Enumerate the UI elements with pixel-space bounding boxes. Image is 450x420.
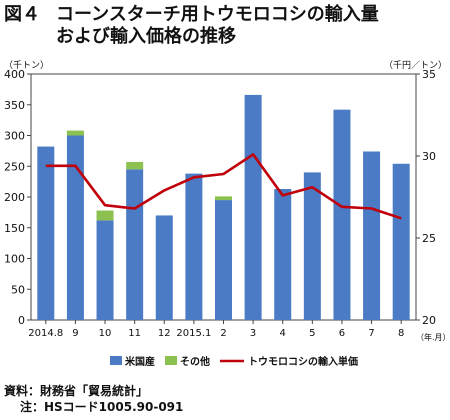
legend-swatch-0 xyxy=(110,356,122,365)
bar-0-9 xyxy=(303,172,321,320)
y-tick-label-0: 0 xyxy=(18,314,25,327)
y-tick-label-5: 250 xyxy=(4,160,25,173)
y2-tick-label-3: 35 xyxy=(422,68,436,81)
title-line1: コーンスターチ用トウモロコシの輸入量 xyxy=(56,4,379,25)
source-line1: 資料：財務省「貿易統計」 xyxy=(4,384,149,398)
bar-0-8 xyxy=(274,189,292,320)
y-tick-label-2: 100 xyxy=(4,253,25,266)
bar-0-4 xyxy=(155,215,173,320)
x-tick-label-0: 2014.8 xyxy=(28,328,63,339)
x-tick-label-12: 8 xyxy=(398,328,404,339)
bar-0-2 xyxy=(96,220,114,320)
y-tick-label-1: 50 xyxy=(11,283,25,296)
legend-swatch-1 xyxy=(165,356,177,365)
x-tick-label-10: 6 xyxy=(339,328,345,339)
source-line2: 注：HSコード1005.90-091 xyxy=(20,400,184,414)
bar-1-1 xyxy=(66,130,84,136)
legend-label-2: トウモロコシの輸入単価 xyxy=(248,355,358,368)
legend-label-1: その他 xyxy=(180,355,210,368)
right-axis-unit: （千円／トン） xyxy=(384,60,447,71)
bar-1-2 xyxy=(96,210,114,221)
bar-1-6 xyxy=(215,196,232,201)
bar-1-3 xyxy=(126,161,144,170)
bar-0-11 xyxy=(363,151,381,320)
title-line2: および輸入価格の推移 xyxy=(56,26,236,47)
x-tick-label-7: 3 xyxy=(250,328,256,339)
y-tick-label-6: 300 xyxy=(4,130,25,143)
x-tick-label-5: 2015.1 xyxy=(176,328,211,339)
bar-0-5 xyxy=(185,173,203,320)
x-tick-label-8: 4 xyxy=(280,328,286,339)
y-tick-label-7: 350 xyxy=(4,99,25,112)
x-tick-label-1: 9 xyxy=(72,328,78,339)
x-tick-label-6: 2 xyxy=(220,328,226,339)
bar-0-0 xyxy=(37,146,55,320)
bar-0-1 xyxy=(66,135,84,320)
bar-0-12 xyxy=(392,163,410,320)
y-tick-label-4: 200 xyxy=(4,191,25,204)
x-tick-label-4: 12 xyxy=(158,328,171,339)
legend-label-0: 米国産 xyxy=(125,355,155,368)
x-tick-label-2: 10 xyxy=(99,328,112,339)
y-tick-label-8: 400 xyxy=(4,68,25,81)
bar-0-7 xyxy=(244,94,262,320)
y-tick-label-3: 150 xyxy=(4,222,25,235)
x-tick-label-11: 7 xyxy=(368,328,374,339)
left-axis-unit: （千トン） xyxy=(4,60,49,71)
bar-0-3 xyxy=(126,169,144,320)
y2-tick-label-0: 20 xyxy=(422,314,436,327)
source-note: 資料：財務省「貿易統計」 注：HSコード1005.90-091 xyxy=(4,383,183,415)
chart-title: 図４ コーンスターチ用トウモロコシの輸入量 および輸入価格の推移 xyxy=(4,4,444,48)
y2-tick-label-2: 30 xyxy=(422,150,436,163)
x-axis-unit: （年.月） xyxy=(416,332,450,342)
bar-0-6 xyxy=(215,200,232,320)
bar-0-10 xyxy=(333,109,351,320)
figure-label: 図４ xyxy=(4,4,40,25)
x-tick-label-3: 11 xyxy=(128,328,141,339)
price-line-0 xyxy=(45,153,402,220)
y2-tick-label-1: 25 xyxy=(422,232,436,245)
x-tick-label-9: 5 xyxy=(309,328,315,339)
